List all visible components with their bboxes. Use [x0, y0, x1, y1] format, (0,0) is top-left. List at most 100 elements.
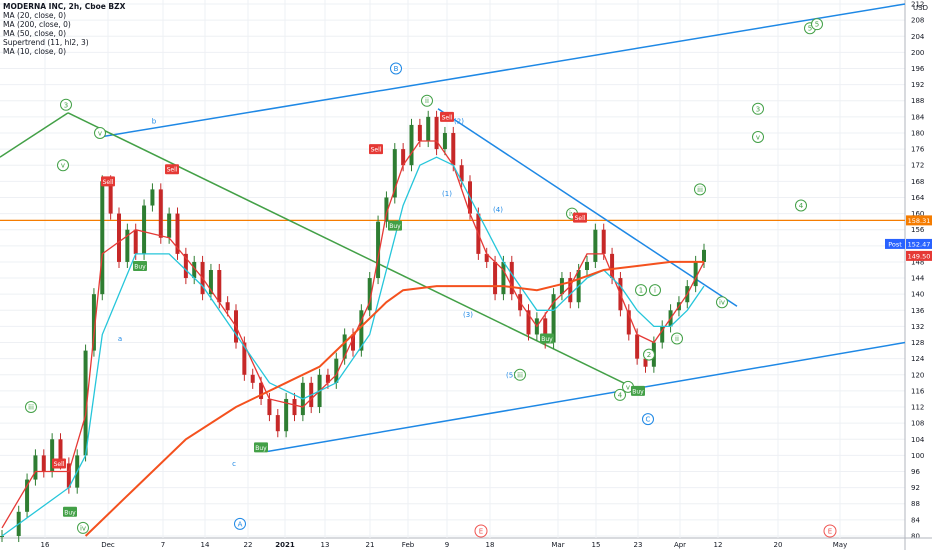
signal-tag: [101, 176, 115, 187]
candle-body: [585, 261, 589, 270]
candle-body: [434, 116, 439, 150]
candle-body: [117, 213, 121, 262]
x-tick-label: 21: [366, 541, 375, 549]
candle-body: [702, 249, 706, 262]
wave-label-circle: [77, 521, 89, 534]
y-tick-label: 144: [911, 275, 925, 283]
wave-label-circle: [716, 296, 728, 309]
price-tag: [885, 238, 905, 249]
y-tick-label: 120: [911, 371, 924, 379]
signal-tag-label: Buy: [64, 509, 76, 516]
candle-body: [41, 455, 46, 472]
wave-label: iv: [80, 524, 86, 532]
y-tick-label: 124: [911, 355, 925, 363]
y-tick-label: 148: [911, 258, 924, 266]
candle-body: [208, 270, 213, 295]
wave-label: 4: [618, 391, 623, 399]
candle-body: [58, 439, 63, 464]
candle-body: [342, 334, 347, 359]
wave-label-circle: [752, 131, 764, 144]
y-tick-label: 200: [911, 49, 924, 57]
candle-body: [225, 302, 230, 311]
candle-body: [334, 358, 339, 383]
candle-body: [142, 205, 147, 254]
wave-label: 1: [639, 287, 643, 295]
signal-tag: [631, 385, 645, 396]
wave-label: a: [118, 335, 122, 343]
moving-average-line: [1, 156, 705, 537]
symbol-title: MODERNA INC, 2h, Cboe BZX: [3, 2, 126, 11]
candle-body: [610, 253, 615, 279]
candle-body: [351, 334, 355, 351]
wave-label: v: [626, 383, 630, 391]
x-tick-label: 22: [244, 541, 253, 549]
candle-body: [325, 374, 330, 383]
candle-body: [367, 278, 372, 311]
price-tag-label: Post: [888, 240, 902, 248]
wave-label: B: [394, 65, 399, 73]
y-tick-label: 80: [911, 532, 920, 540]
wave-label-circle: [694, 183, 706, 196]
y-tick-label: 212: [911, 1, 924, 9]
indicator-ma20[interactable]: MA (20, close, 0): [3, 11, 67, 20]
indicator-ma10[interactable]: MA (10, close, 0): [3, 47, 67, 56]
candle-body: [175, 213, 180, 254]
y-tick-label: 92: [911, 484, 920, 492]
candle-body: [292, 398, 297, 416]
candle-body: [660, 326, 665, 343]
price-tag-label: 152.47: [908, 240, 931, 248]
wave-label-circle: [614, 388, 626, 401]
x-tick-label: 2021: [275, 541, 295, 549]
wave-label: 3: [64, 101, 68, 109]
wave-label: v: [756, 134, 760, 142]
signal-tag-label: Sell: [54, 461, 65, 468]
candle-body: [559, 278, 564, 295]
indicator-ma50[interactable]: MA (50, close, 0): [3, 29, 67, 38]
y-tick-label: 116: [911, 387, 925, 395]
candle-body: [66, 463, 71, 488]
wave-label: (3): [463, 311, 473, 319]
x-tick-label: 16: [41, 541, 50, 549]
x-tick-label: 14: [201, 541, 210, 549]
wave-label-circle: [649, 284, 661, 297]
x-tick-label: 9: [445, 541, 449, 549]
signal-tag: [388, 220, 402, 231]
trend-line: [99, 3, 906, 138]
wave-label-circle: [514, 368, 526, 381]
candle-body: [635, 334, 640, 359]
wave-label: 2: [647, 351, 651, 359]
candle-body: [192, 261, 197, 279]
candle-body: [183, 253, 188, 279]
earnings-marker-label: E: [828, 528, 832, 536]
candle-body: [526, 310, 531, 335]
wave-label-circle: [234, 517, 246, 530]
candle-body: [384, 197, 389, 222]
wave-label-circle: [643, 348, 655, 361]
wave-label-circle: [57, 159, 69, 172]
y-tick-label: 132: [911, 323, 924, 331]
candle-body: [158, 189, 163, 238]
y-tick-label: 192: [911, 81, 924, 89]
candle-body: [451, 132, 456, 166]
wave-label: ii: [675, 335, 679, 343]
wave-label: (2): [454, 117, 464, 125]
candle-body: [0, 535, 4, 537]
trend-line: [67, 112, 641, 392]
x-tick-label: 15: [592, 541, 601, 549]
x-tick-label: 7: [161, 541, 165, 549]
wave-label: c: [232, 460, 236, 468]
candle-body: [167, 213, 172, 238]
indicator-supertrend[interactable]: Supertrend (11, hl2, 3): [3, 38, 89, 47]
wave-label: iv: [569, 210, 575, 218]
y-tick-label: 196: [911, 65, 925, 73]
candle-body: [509, 261, 514, 295]
wave-label: 5: [815, 21, 819, 29]
indicator-ma200[interactable]: MA (200, close, 0): [3, 20, 71, 29]
signal-tag-label: Buy: [134, 263, 146, 270]
y-tick-label: 172: [911, 162, 924, 170]
wave-label-circle: [811, 18, 823, 31]
moving-average-line: [84, 260, 704, 537]
candle-body: [626, 310, 631, 335]
signal-tag-label: Buy: [255, 445, 267, 452]
